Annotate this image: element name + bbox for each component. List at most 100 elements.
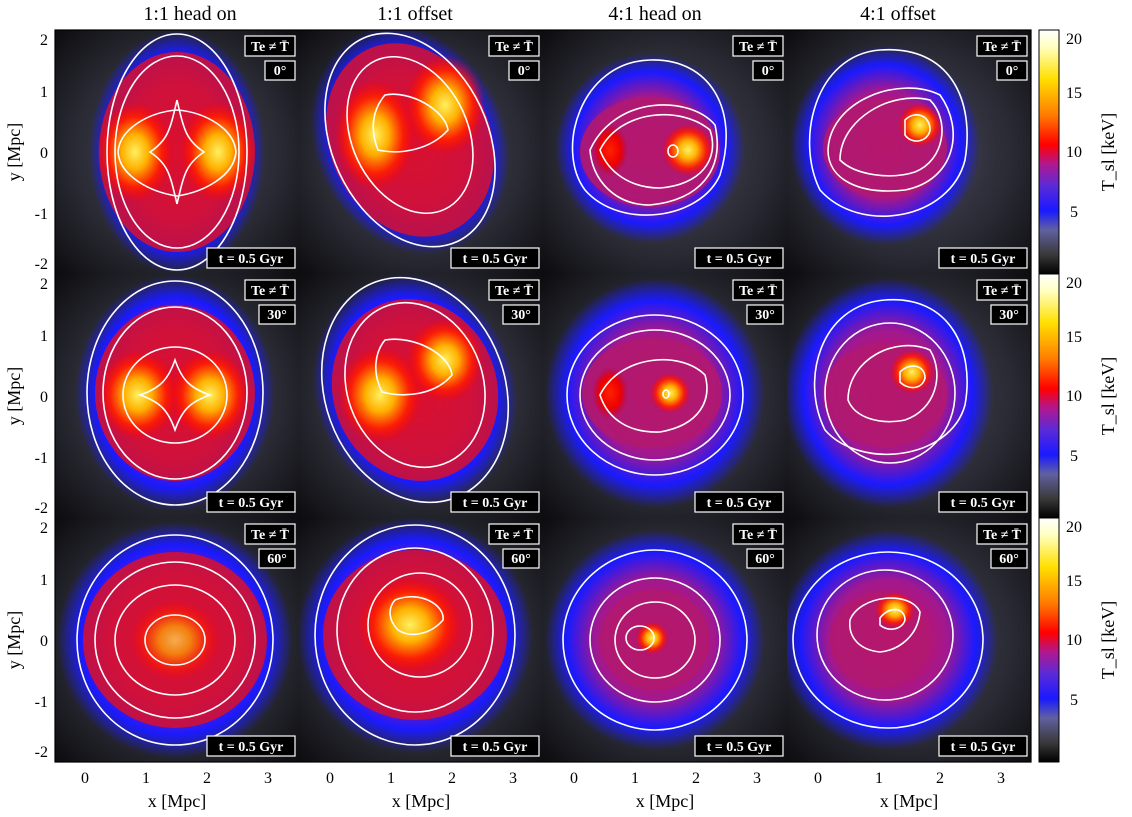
angle-label: 0° [508,60,540,81]
x-tick: 2 [936,770,944,787]
svg-text:Te ≠ T̄: Te ≠ T̄ [495,40,534,55]
te-label: Te ≠ T̄ [732,523,784,545]
panel-1-1-offset-0deg [299,30,543,274]
svg-text:t = 0.5 Gyr: t = 0.5 Gyr [463,496,528,511]
svg-text:t = 0.5 Gyr: t = 0.5 Gyr [219,496,284,511]
panel-4-1-head-on-60deg [543,518,787,762]
svg-text:Te ≠ T̄: Te ≠ T̄ [739,40,778,55]
colorbar-tick: 20 [1066,31,1082,48]
x-tick: 0 [81,770,89,787]
angle-label: 30° [746,304,784,325]
svg-text:Te ≠ T̄: Te ≠ T̄ [739,284,778,299]
angle-label: 30° [258,304,296,325]
colorbar-tick: 5 [1070,448,1078,465]
svg-text:t = 0.5 Gyr: t = 0.5 Gyr [951,252,1016,267]
svg-text:30°: 30° [267,308,287,323]
x-tick: 0 [814,770,822,787]
y-tick: 2 [40,32,48,49]
colorbar-row-0: 20 15 10 5 T_sl [keV] [1038,29,1118,275]
angle-label: 60° [990,548,1028,569]
angle-label: 0° [996,60,1028,81]
labels-row-0: Te ≠ T̄ 0° t = 0.5 Gyr Te ≠ T̄ 0° t = 0.… [206,35,1028,269]
time-label: t = 0.5 Gyr [450,247,540,269]
y-tick: 0 [40,389,48,406]
svg-text:t = 0.5 Gyr: t = 0.5 Gyr [707,496,772,511]
colorbar-tick: 15 [1066,85,1082,102]
te-label: Te ≠ T̄ [732,279,784,301]
time-label: t = 0.5 Gyr [450,491,540,513]
labels-row-2: Te ≠ T̄ 60° t = 0.5 Gyr Te ≠ T̄ 60° t = … [206,523,1028,757]
svg-text:0°: 0° [518,64,531,79]
x-tick: 1 [875,770,883,787]
y-axis-label: y [Mpc] [4,611,24,669]
y-tick: 1 [40,572,48,589]
y-tick: -2 [35,744,48,761]
column-title-4: 4:1 offset [860,3,936,25]
angle-label: 60° [502,548,540,569]
svg-text:t = 0.5 Gyr: t = 0.5 Gyr [219,740,284,755]
x-tick: 3 [509,770,517,787]
colorbar-tick: 10 [1066,144,1082,161]
y-axis-row-2: y [Mpc] 2 1 0 -1 -2 [4,520,48,761]
svg-text:Te ≠ T̄: Te ≠ T̄ [495,528,534,543]
svg-text:Te ≠ T̄: Te ≠ T̄ [251,284,290,299]
angle-label: 60° [258,548,296,569]
y-axis-label: y [Mpc] [4,367,24,425]
x-axis-col-3: 0 1 2 3 x [Mpc] [814,770,1005,811]
x-axis-col-1: 0 1 2 3 x [Mpc] [326,770,517,811]
panel-4-1-offset-0deg [787,30,1031,274]
colorbar-tick: 20 [1066,275,1082,292]
angle-label: 30° [502,304,540,325]
y-axis-row-1: y [Mpc] 2 1 0 -1 -2 [4,276,48,517]
svg-text:t = 0.5 Gyr: t = 0.5 Gyr [463,252,528,267]
svg-text:30°: 30° [755,308,775,323]
x-tick: 1 [631,770,639,787]
svg-text:0°: 0° [762,64,775,79]
x-tick: 2 [203,770,211,787]
x-tick: 0 [326,770,334,787]
te-label: Te ≠ T̄ [244,523,296,545]
angle-label: 0° [264,60,296,81]
svg-text:0°: 0° [1006,64,1019,79]
svg-text:Te ≠ T̄: Te ≠ T̄ [983,40,1022,55]
svg-text:Te ≠ T̄: Te ≠ T̄ [251,40,290,55]
svg-text:Te ≠ T̄: Te ≠ T̄ [251,528,290,543]
time-label: t = 0.5 Gyr [938,247,1028,269]
column-title-1: 1:1 head on [143,3,236,25]
x-tick: 0 [570,770,578,787]
svg-text:Te ≠ T̄: Te ≠ T̄ [983,284,1022,299]
y-tick: -1 [35,206,48,223]
y-axis-label: y [Mpc] [4,123,24,181]
te-label: Te ≠ T̄ [244,35,296,57]
te-label: Te ≠ T̄ [976,279,1028,301]
y-tick: -1 [35,694,48,711]
time-label: t = 0.5 Gyr [694,491,784,513]
colorbar-tick: 20 [1066,519,1082,536]
column-title-3: 4:1 head on [608,3,701,25]
x-axis-col-0: 0 1 2 3 x [Mpc] [81,770,272,811]
x-axis-label: x [Mpc] [880,791,938,811]
te-label: Te ≠ T̄ [732,35,784,57]
colorbar-label: T_sl [keV] [1098,113,1118,191]
y-tick: -2 [35,256,48,273]
y-tick: 0 [40,145,48,162]
time-label: t = 0.5 Gyr [206,735,296,757]
labels-row-1: Te ≠ T̄ 30° t = 0.5 Gyr Te ≠ T̄ 30° t = … [206,279,1028,513]
y-tick: 0 [40,633,48,650]
panel-1-1-offset-60deg [299,518,543,762]
x-axis-col-2: 0 1 2 3 x [Mpc] [570,770,761,811]
time-label: t = 0.5 Gyr [206,247,296,269]
panel-4-1-head-on-30deg [543,274,787,518]
x-axis-label: x [Mpc] [636,791,694,811]
svg-text:t = 0.5 Gyr: t = 0.5 Gyr [707,740,772,755]
time-label: t = 0.5 Gyr [938,491,1028,513]
svg-text:t = 0.5 Gyr: t = 0.5 Gyr [219,252,284,267]
colorbar-label: T_sl [keV] [1098,357,1118,435]
angle-label: 30° [990,304,1028,325]
svg-text:t = 0.5 Gyr: t = 0.5 Gyr [951,740,1016,755]
svg-text:Te ≠ T̄: Te ≠ T̄ [495,284,534,299]
y-tick: 1 [40,84,48,101]
colorbar-label: T_sl [keV] [1098,601,1118,679]
y-tick: 2 [40,520,48,537]
